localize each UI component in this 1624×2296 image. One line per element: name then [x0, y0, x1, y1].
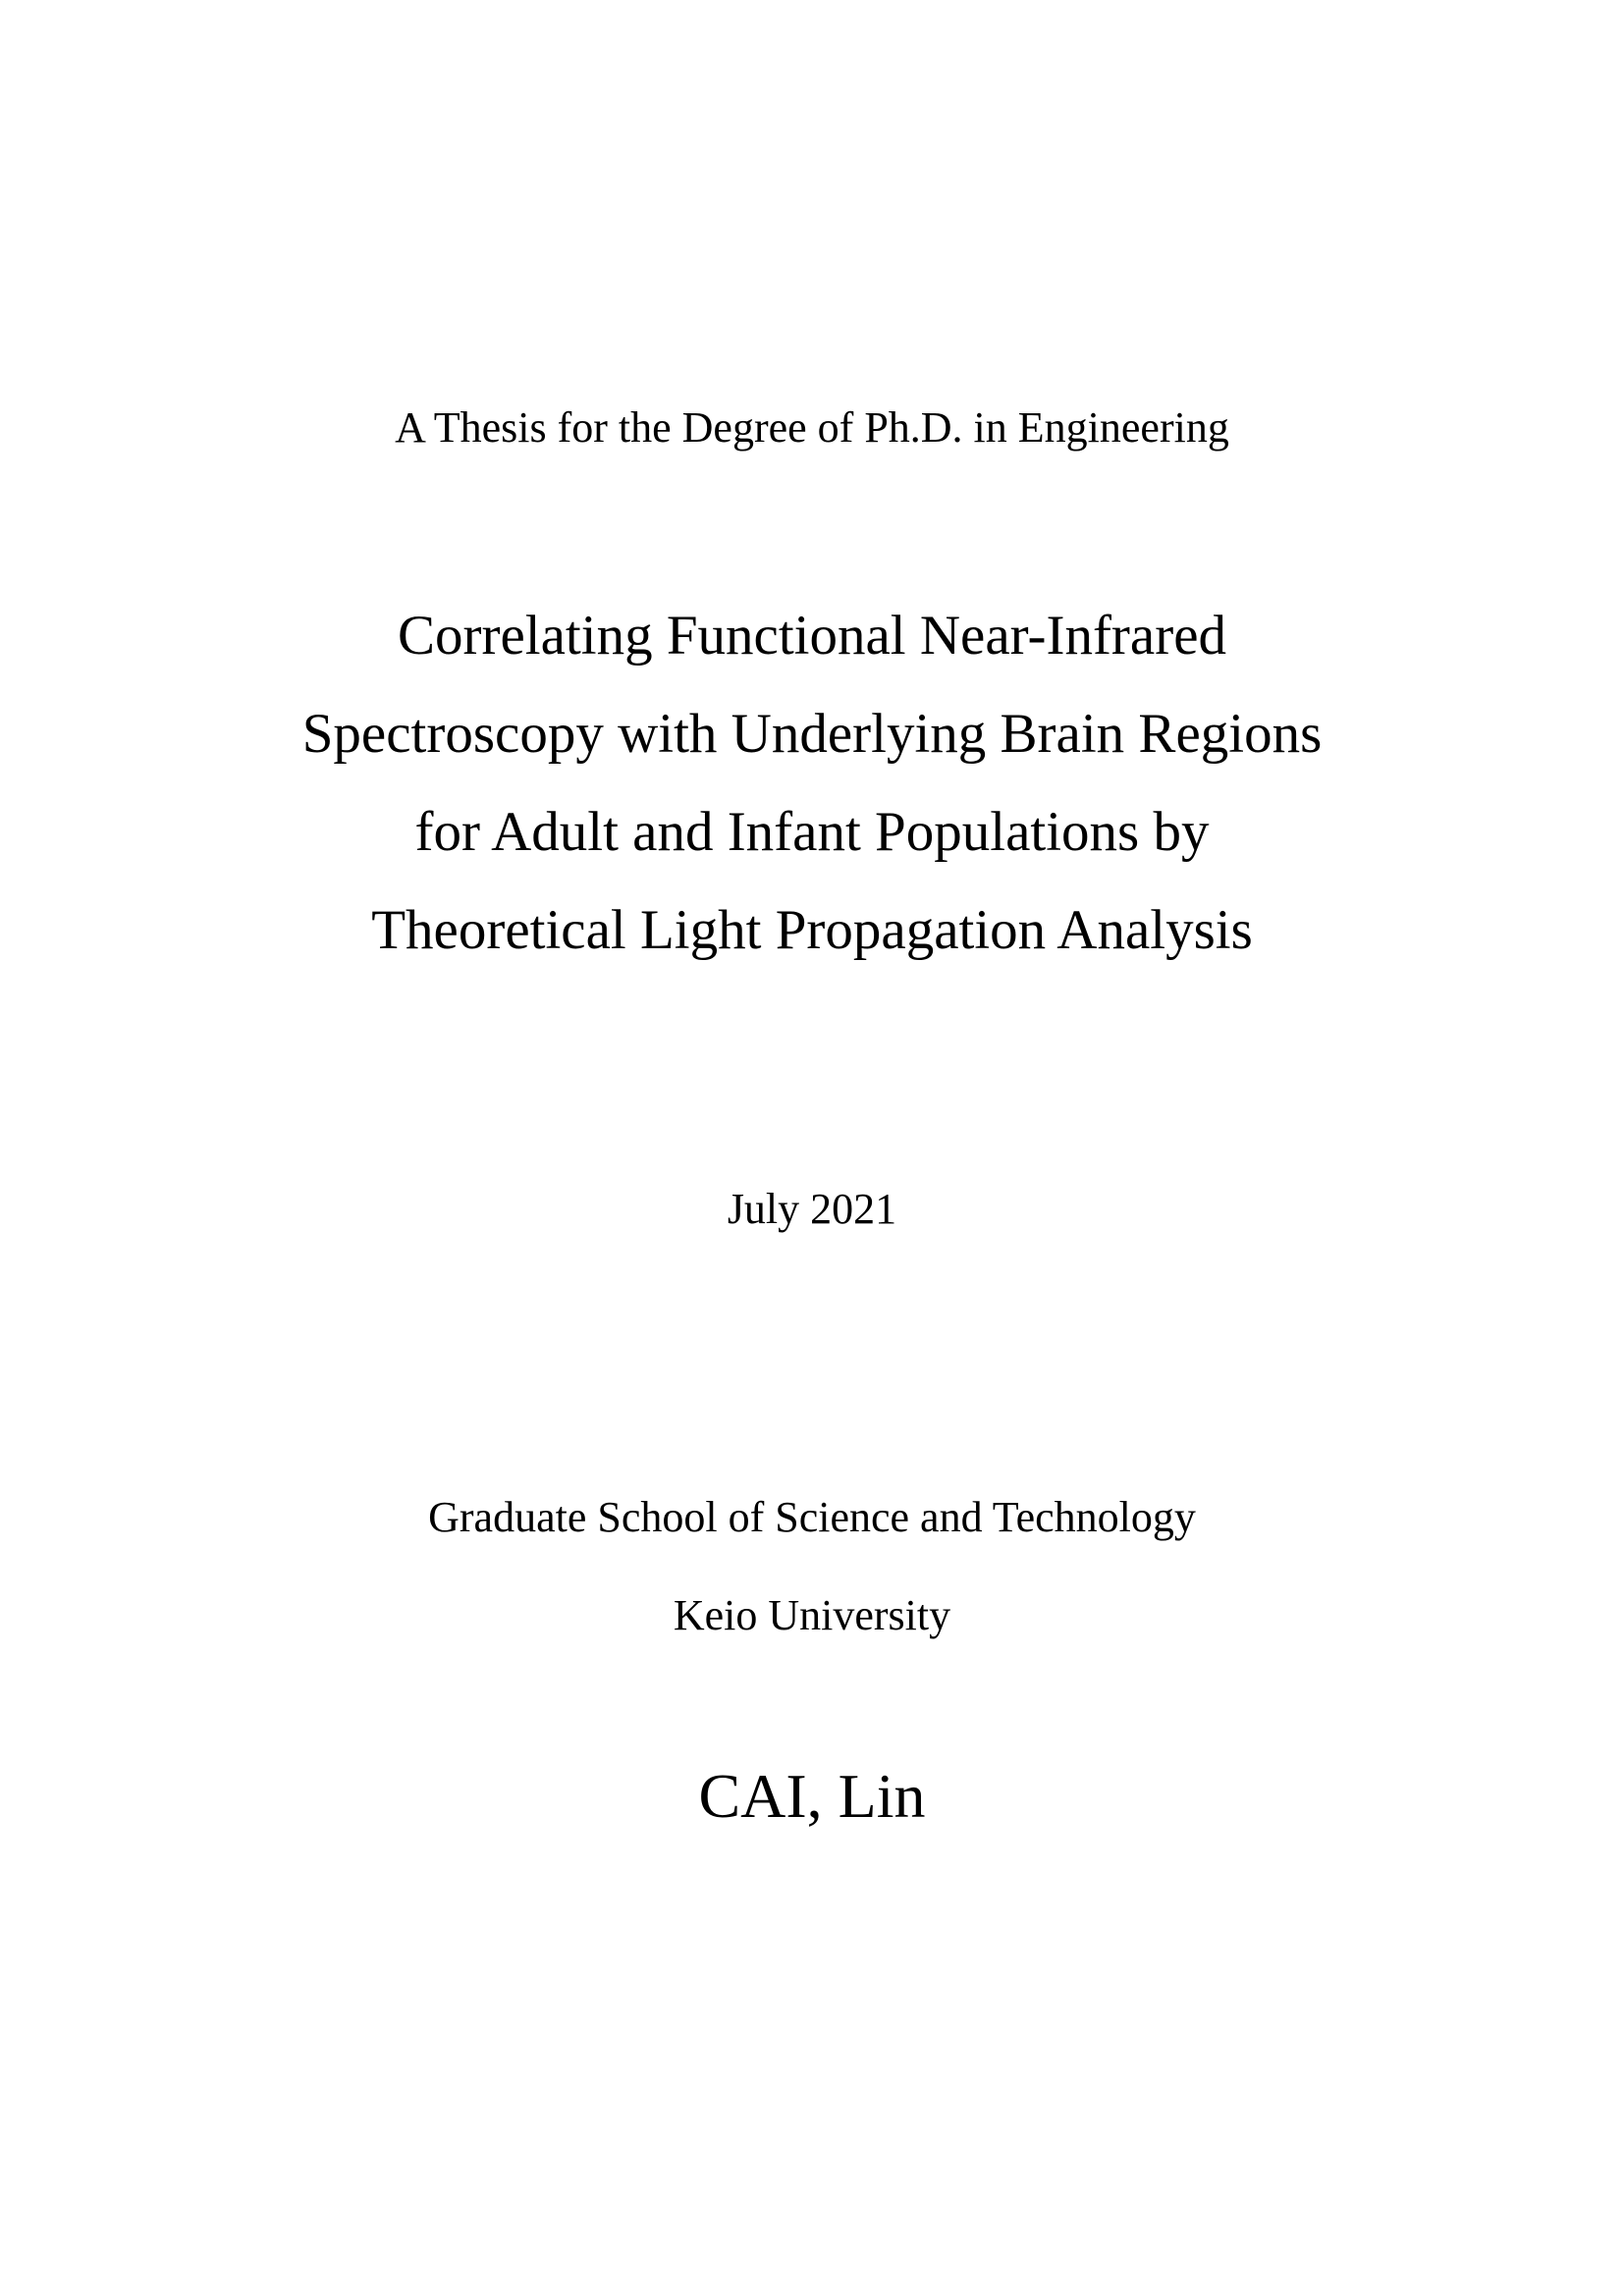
thesis-title-line-3: for Adult and Infant Populations by [414, 801, 1210, 863]
thesis-title-line-1: Correlating Functional Near-Infrared [397, 605, 1226, 667]
graduate-school-name: Graduate School of Science and Technolog… [428, 1493, 1196, 1541]
university-name: Keio University [673, 1591, 951, 1639]
publication-date: July 2021 [727, 1185, 897, 1233]
author-name: CAI, Lin [698, 1761, 926, 1831]
degree-statement: A Thesis for the Degree of Ph.D. in Engi… [395, 403, 1229, 452]
thesis-title-line-2: Spectroscopy with Underlying Brain Regio… [301, 703, 1323, 765]
thesis-title-line-4: Theoretical Light Propagation Analysis [371, 899, 1253, 961]
thesis-title: Correlating Functional Near-Infrared Spe… [0, 587, 1624, 980]
